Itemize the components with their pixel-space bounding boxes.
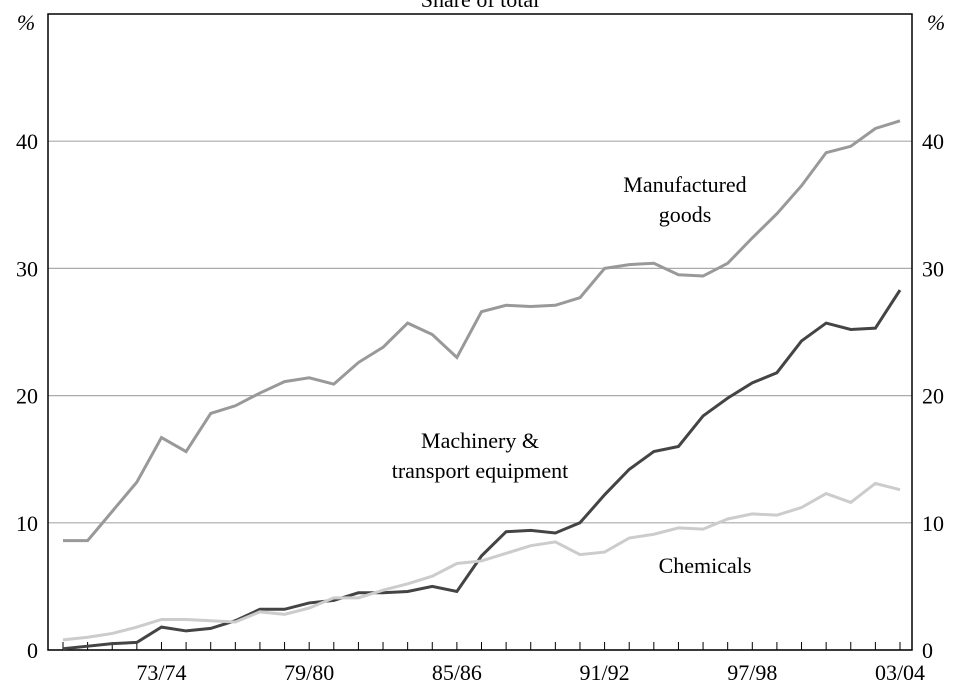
y2-tick-label: 0 [922, 638, 933, 663]
annotation: goods [659, 202, 712, 227]
y2-unit: % [927, 10, 945, 35]
y-tick-label: 20 [16, 384, 38, 409]
y2-tick-label: 40 [922, 129, 944, 154]
y2-tick-label: 10 [922, 511, 944, 536]
annotation: Chemicals [659, 553, 752, 578]
annotation: Manufactured [623, 172, 746, 197]
series-line [62, 289, 902, 651]
x-tick-label: 03/04 [875, 660, 925, 685]
y2-tick-label: 20 [922, 384, 944, 409]
y-unit: % [17, 10, 35, 35]
annotation: Machinery & [421, 428, 539, 453]
x-tick-label: 79/80 [284, 660, 334, 685]
series-line [62, 481, 901, 642]
x-tick-label: 97/98 [727, 660, 777, 685]
y-tick-label: 40 [16, 129, 38, 154]
y2-tick-label: 30 [922, 256, 944, 281]
x-tick-label: 73/74 [136, 660, 186, 685]
plot-frame [47, 13, 913, 651]
y-tick-label: 0 [27, 638, 38, 663]
chart-title: Share of total [421, 0, 540, 12]
x-tick-label: 85/86 [432, 660, 482, 685]
x-tick-label: 91/92 [580, 660, 630, 685]
y-tick-label: 10 [16, 511, 38, 536]
annotation: transport equipment [392, 458, 569, 483]
y-tick-label: 30 [16, 256, 38, 281]
series-line [63, 119, 901, 543]
